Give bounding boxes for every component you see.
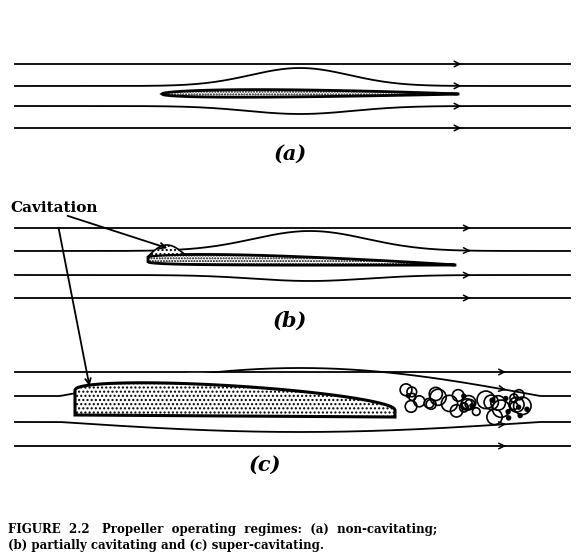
Text: (b): (b)	[273, 311, 307, 331]
Circle shape	[462, 394, 466, 398]
Circle shape	[504, 397, 508, 401]
Circle shape	[470, 404, 474, 408]
Circle shape	[525, 407, 529, 411]
Polygon shape	[162, 90, 458, 97]
Text: (b) partially cavitating and (c) super-cavitating.: (b) partially cavitating and (c) super-c…	[8, 540, 324, 552]
Polygon shape	[75, 383, 395, 417]
Circle shape	[507, 416, 511, 420]
Text: (a): (a)	[273, 144, 307, 164]
Polygon shape	[75, 373, 395, 410]
Circle shape	[518, 413, 522, 417]
Text: (c): (c)	[249, 455, 281, 475]
Text: Cavitation: Cavitation	[10, 201, 98, 215]
Circle shape	[517, 405, 521, 409]
Polygon shape	[148, 254, 455, 265]
Circle shape	[490, 398, 494, 402]
Circle shape	[407, 393, 410, 398]
Text: FIGURE  2.2   Propeller  operating  regimes:  (a)  non-cavitating;: FIGURE 2.2 Propeller operating regimes: …	[8, 523, 437, 536]
Circle shape	[506, 410, 510, 413]
Polygon shape	[149, 245, 185, 257]
